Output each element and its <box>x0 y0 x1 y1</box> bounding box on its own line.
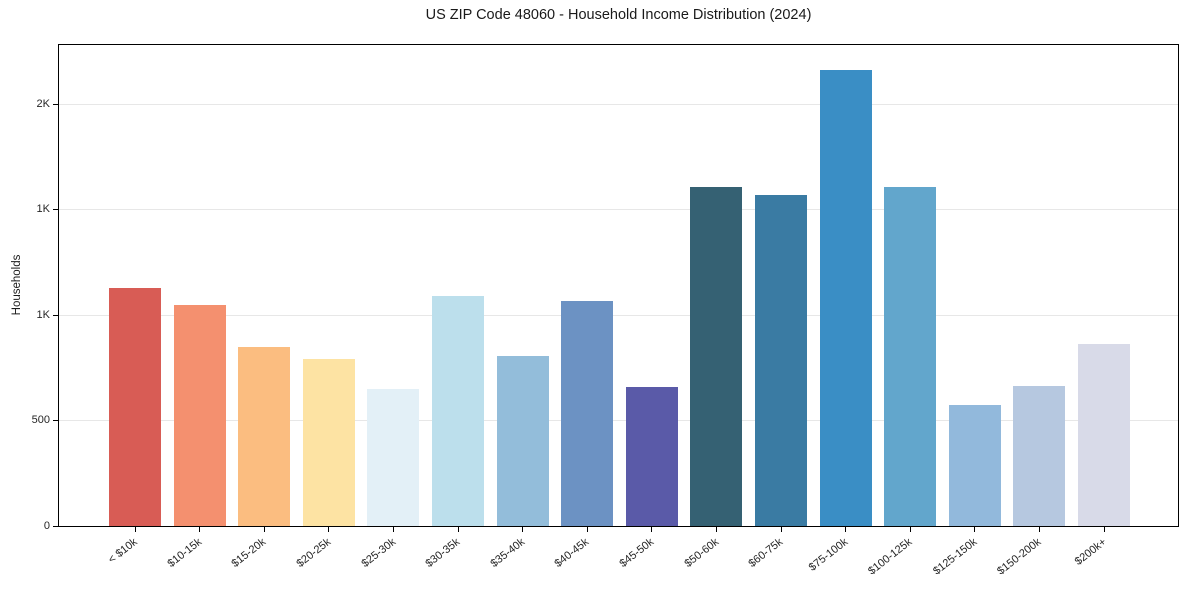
bar-6 <box>496 356 549 526</box>
x-tick-mark-0 <box>134 527 136 532</box>
y-tick-mark-4 <box>53 103 58 105</box>
x-tick-label-7: $40-45k <box>552 536 592 570</box>
gridline-1000 <box>59 314 1178 316</box>
bar-3 <box>302 359 355 526</box>
x-tick-label-1: $10-15k <box>165 536 204 570</box>
y-tick-mark-0 <box>53 525 58 527</box>
bar-8 <box>625 386 678 526</box>
x-tick-label-14: $150-200k <box>995 536 1044 578</box>
x-tick-mark-10 <box>780 527 782 532</box>
x-tick-label-3: $20-25k <box>294 536 334 570</box>
y-tick-label-2: 1K <box>36 308 50 321</box>
x-tick-mark-1 <box>199 527 201 532</box>
x-tick-mark-9 <box>715 527 717 532</box>
x-tick-label-15: $200k+ <box>1072 536 1109 568</box>
x-tick-label-2: $15-20k <box>229 536 269 570</box>
x-tick-label-13: $125-150k <box>930 536 980 578</box>
y-tick-mark-2 <box>53 314 58 316</box>
x-tick-label-10: $60-75k <box>746 536 786 570</box>
bar-0 <box>109 287 161 526</box>
x-tick-label-0: < $10k <box>105 536 140 566</box>
bar-5 <box>432 296 484 526</box>
x-tick-mark-5 <box>457 527 459 532</box>
y-tick-label-4: 2K <box>36 97 50 110</box>
bar-12 <box>884 187 937 526</box>
bar-10 <box>755 194 807 526</box>
x-tick-label-8: $45-50k <box>617 536 657 570</box>
bar-9 <box>690 187 743 526</box>
gridline-1500 <box>59 209 1178 211</box>
x-tick-mark-15 <box>1103 527 1105 532</box>
x-tick-mark-2 <box>263 527 265 532</box>
y-tick-mark-1 <box>53 420 58 422</box>
x-tick-label-6: $35-40k <box>488 536 527 570</box>
y-tick-label-3: 1K <box>36 203 50 216</box>
x-tick-label-9: $50-60k <box>682 536 721 570</box>
y-tick-label-1: 500 <box>31 414 50 427</box>
x-tick-mark-12 <box>909 527 911 532</box>
x-tick-mark-6 <box>522 527 524 532</box>
bar-11 <box>819 70 872 526</box>
y-tick-mark-3 <box>53 209 58 211</box>
bar-4 <box>367 388 420 526</box>
x-tick-mark-13 <box>974 527 976 532</box>
chart-title: US ZIP Code 48060 - Household Income Dis… <box>425 7 812 23</box>
x-tick-label-11: $75-100k <box>806 536 850 574</box>
x-tick-mark-3 <box>328 527 330 532</box>
x-tick-label-4: $25-30k <box>359 536 398 570</box>
x-tick-label-5: $30-35k <box>423 536 463 570</box>
y-axis-label: Households <box>11 254 23 316</box>
x-tick-mark-14 <box>1038 527 1040 532</box>
x-tick-mark-4 <box>392 527 394 532</box>
x-tick-mark-7 <box>586 527 588 532</box>
bar-15 <box>1078 343 1130 526</box>
gridline-2000 <box>59 103 1178 105</box>
x-tick-label-12: $100-125k <box>866 536 915 578</box>
plot-area <box>58 44 1179 527</box>
y-tick-label-0: 0 <box>43 519 50 532</box>
x-tick-mark-11 <box>845 527 847 532</box>
bar-2 <box>238 346 291 526</box>
x-tick-mark-8 <box>651 527 653 532</box>
bar-7 <box>561 301 614 526</box>
bar-14 <box>1013 385 1066 526</box>
bar-1 <box>173 304 226 526</box>
bar-13 <box>948 404 1001 526</box>
gridline-500 <box>59 420 1178 422</box>
